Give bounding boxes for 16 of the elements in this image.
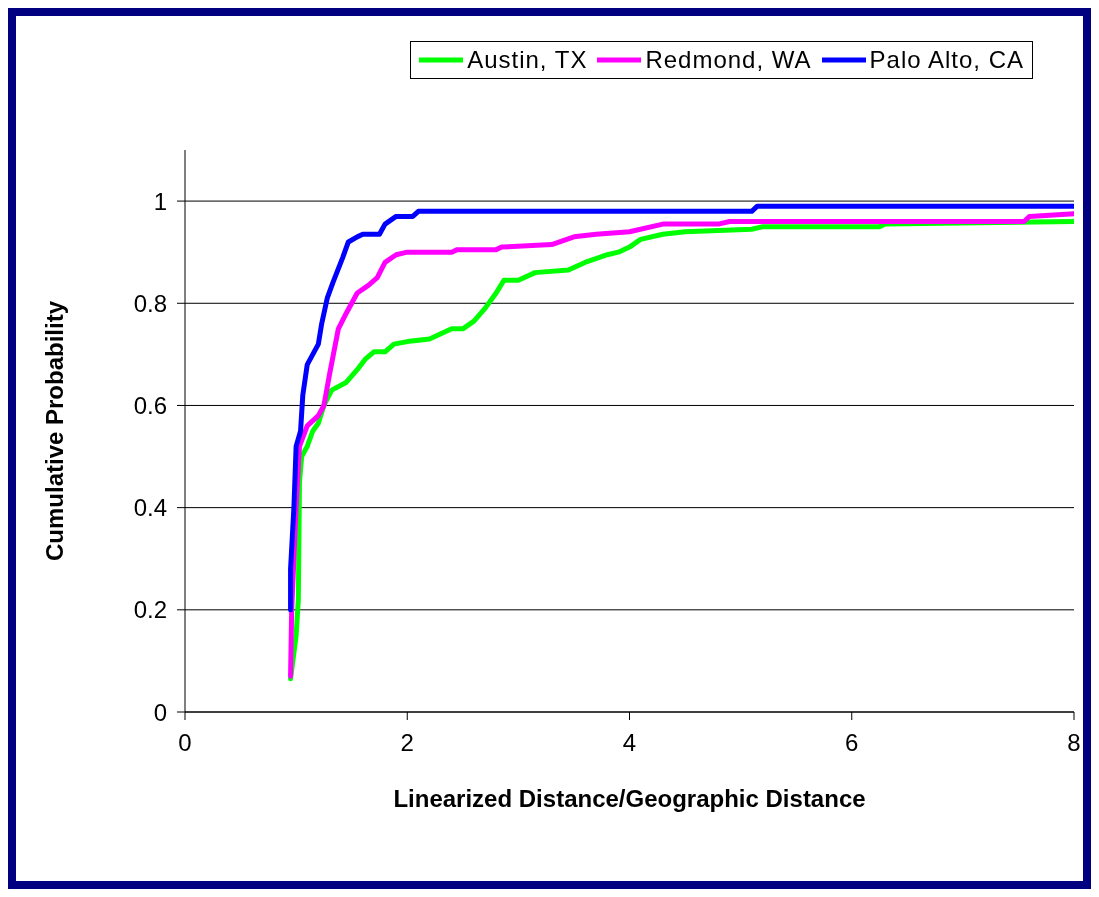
x-tick-label: 6 xyxy=(845,729,859,757)
y-tick-label: 1 xyxy=(153,187,167,215)
x-tick-label: 2 xyxy=(400,729,414,757)
legend-label: Redmond, WA xyxy=(645,46,812,74)
y-tick-label: 0.8 xyxy=(133,289,167,317)
x-tick-label: 8 xyxy=(1067,729,1081,757)
legend-label: Austin, TX xyxy=(467,46,588,74)
y-tick-label: 0.4 xyxy=(133,494,167,522)
y-tick-label: 0.2 xyxy=(133,596,167,624)
y-tick-label: 0 xyxy=(153,698,167,726)
legend-label: Palo Alto, CA xyxy=(869,46,1024,74)
x-tick-label: 0 xyxy=(178,729,192,757)
x-axis-title: Linearized Distance/Geographic Distance xyxy=(393,785,866,813)
x-tick-label: 4 xyxy=(622,729,637,757)
y-tick-label: 0.6 xyxy=(133,391,167,419)
y-axis-title: Cumulative Probability xyxy=(40,300,68,562)
